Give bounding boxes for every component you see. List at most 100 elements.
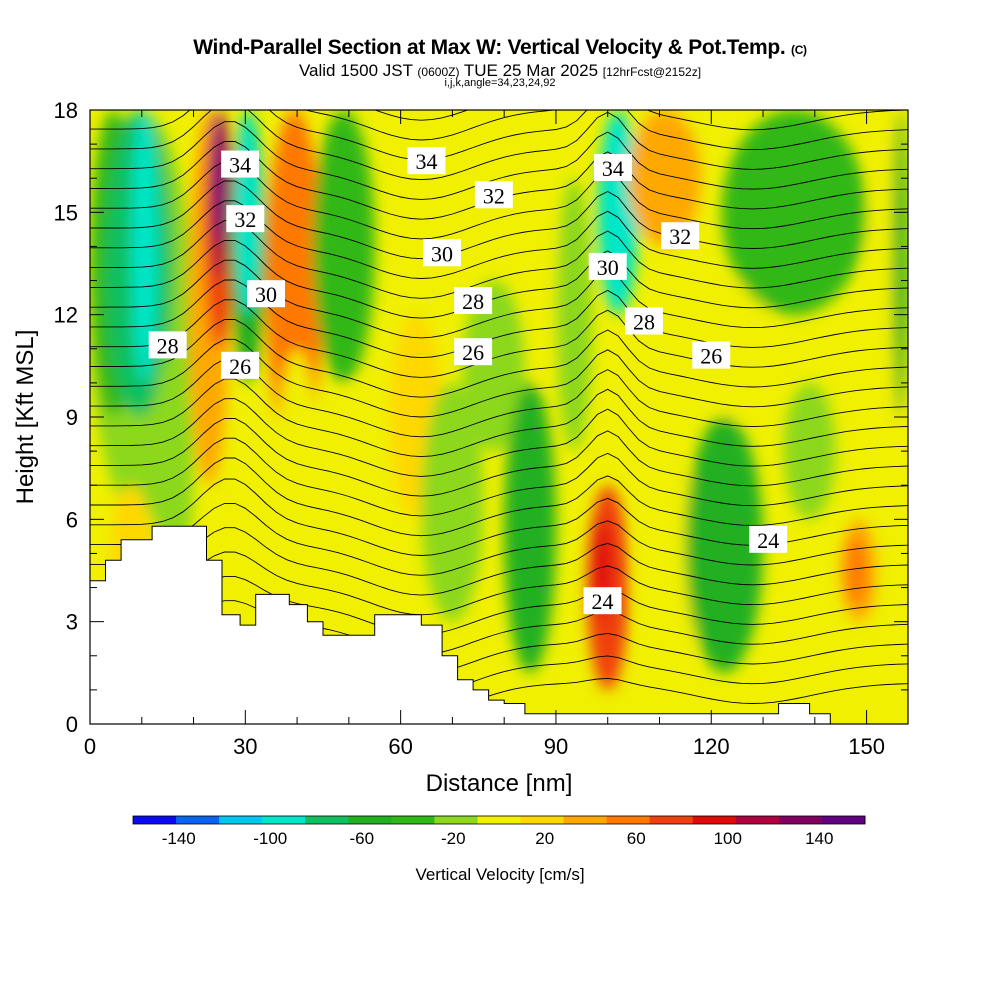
- y-tick-label: 12: [54, 303, 78, 328]
- theta-contour: [90, 319, 908, 398]
- colorbar-tick-label: 60: [627, 829, 646, 848]
- colorbar-swatch: [778, 816, 823, 824]
- theta-contour: [90, 398, 908, 477]
- theta-contour: [90, 110, 908, 181]
- x-tick-label: 150: [848, 734, 885, 759]
- contour-label-text: 26: [462, 340, 484, 365]
- theta-contour: [90, 259, 908, 339]
- contour-label: 24: [749, 525, 788, 553]
- x-tick-label: 60: [388, 734, 412, 759]
- contour-label: 26: [692, 341, 731, 369]
- colorbar-swatch: [563, 816, 608, 824]
- colorbar-swatch: [692, 816, 737, 824]
- contour-label: 32: [474, 181, 513, 209]
- colorbar-swatch: [520, 816, 565, 824]
- contour-label-text: 26: [229, 354, 251, 379]
- theta-contour: [90, 437, 908, 517]
- x-tick-label: 0: [84, 734, 96, 759]
- velocity-blob: [721, 110, 867, 315]
- chart-title: Wind-Parallel Section at Max W: Vertical…: [193, 36, 807, 59]
- colorbar-swatch: [606, 816, 651, 824]
- velocity-blob: [214, 110, 225, 247]
- theta-contour: [90, 180, 908, 260]
- theta-contour: [90, 121, 908, 200]
- theta-contour: [90, 299, 908, 378]
- y-tick-label: 18: [54, 98, 78, 123]
- y-axis: 0 3 6 9 12 15 18: [54, 98, 908, 737]
- theta-contour: [373, 110, 765, 121]
- colorbar-tick-label: 140: [805, 829, 833, 848]
- colorbar-swatch: [391, 816, 435, 824]
- contour-labels: 34 32 30 28 26 34 32 30 28 26 34 30 32 28 26 24 24: [148, 147, 788, 615]
- theta-contour: [90, 338, 908, 418]
- contour-label: 26: [454, 338, 493, 366]
- contour-label-text: 26: [700, 344, 722, 369]
- x-axis: 0 30 60 90 120 150: [84, 110, 885, 759]
- contour-label: 34: [593, 153, 632, 181]
- velocity-blob: [462, 280, 525, 452]
- velocity-blob: [131, 110, 158, 383]
- contour-label: 32: [661, 222, 700, 250]
- colorbar-swatch: [219, 816, 263, 824]
- colorbar: -140 -100 -60 -20 20 60 100 140: [132, 815, 866, 848]
- colorbar-swatch: [477, 816, 522, 824]
- x-tick-label: 90: [544, 734, 568, 759]
- colorbar-tick-label: -20: [441, 829, 466, 848]
- colorbar-swatch: [305, 816, 349, 824]
- chart-indices: i,j,k,angle=34,23,24,92: [444, 77, 556, 89]
- theta-contour: [90, 23, 908, 101]
- velocity-blob: [266, 110, 323, 452]
- contour-label: 26: [221, 351, 260, 379]
- chart-subtitle: Valid 1500 JST (0600Z) TUE 25 Mar 2025 […: [298, 61, 702, 80]
- x-tick-label: 30: [233, 734, 257, 759]
- contour-label-text: 32: [669, 224, 691, 249]
- theta-contour: [90, 110, 908, 161]
- contour-label: 30: [247, 280, 286, 308]
- theta-contour: [90, 239, 908, 319]
- colorbar-swatch: [133, 816, 177, 824]
- velocity-blob: [312, 110, 375, 383]
- contour-label-text: 28: [462, 289, 484, 314]
- colorbar-title: Vertical Velocity [cm/s]: [415, 865, 584, 884]
- contour-label: 28: [148, 331, 187, 359]
- theta-contour: [90, 600, 908, 655]
- theta-contour: [90, 527, 908, 596]
- terrain: [90, 525, 831, 724]
- velocity-blob: [892, 110, 908, 417]
- theta-contour: [90, 378, 908, 458]
- velocity-blob: [421, 382, 484, 622]
- colorbar-tick-label: -60: [349, 829, 374, 848]
- contour-label-text: 34: [416, 149, 438, 174]
- velocity-blob: [597, 110, 639, 315]
- y-tick-label: 0: [66, 712, 78, 737]
- contour-label: 24: [583, 587, 622, 615]
- colorbar-tick-label: -100: [253, 829, 287, 848]
- velocity-blob: [524, 212, 567, 383]
- contour-label-text: 28: [157, 333, 179, 358]
- contour-label-text: 28: [633, 309, 655, 334]
- theta-contour: [90, 575, 908, 636]
- colorbar-swatch: [821, 816, 866, 824]
- theta-contour: [304, 110, 908, 141]
- theta-contour: [90, 551, 908, 616]
- y-tick-label: 15: [54, 200, 78, 225]
- velocity-blob: [685, 417, 764, 673]
- contour-label: 28: [624, 307, 663, 335]
- contour-label: 30: [423, 239, 462, 267]
- contour-label: 34: [407, 147, 446, 175]
- y-tick-label: 3: [66, 610, 78, 635]
- theta-contour: [90, 502, 908, 576]
- colorbar-swatch: [735, 816, 780, 824]
- colorbar-swatch: [649, 816, 694, 824]
- velocity-blob: [700, 280, 774, 417]
- contour-label-text: 32: [483, 183, 505, 208]
- contour-label-text: 32: [234, 207, 256, 232]
- theta-contour: [90, 279, 908, 359]
- velocity-blob: [783, 382, 836, 520]
- velocity-blob: [628, 110, 701, 247]
- contour-label-text: 30: [255, 282, 277, 307]
- contour-label-text: 24: [592, 589, 614, 614]
- theta-contour: [90, 417, 908, 497]
- colorbar-swatch: [434, 816, 478, 824]
- velocity-blob: [555, 178, 593, 452]
